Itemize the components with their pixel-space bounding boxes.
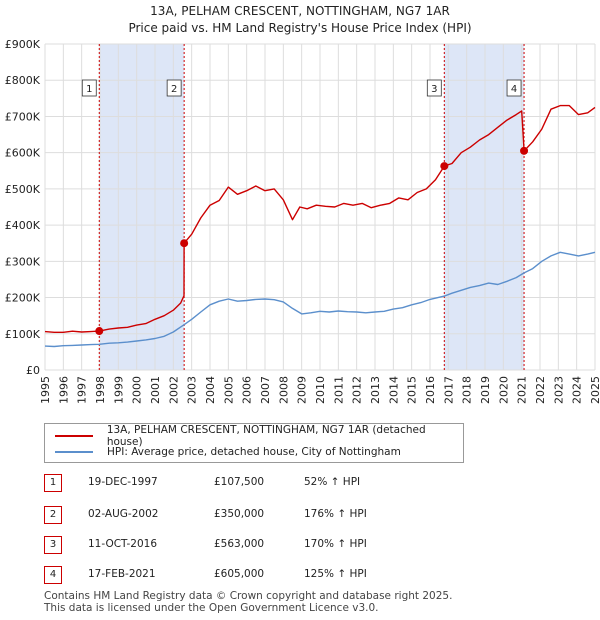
property-price-line bbox=[44, 104, 596, 333]
legend-item-property: 13A, PELHAM CRESCENT, NOTTINGHAM, NG7 1A… bbox=[55, 424, 463, 448]
y-tick-label: £0 bbox=[26, 364, 40, 377]
sale-number-label: 2 bbox=[171, 84, 177, 95]
sale-price: £350,000 bbox=[214, 508, 265, 520]
sale-number-badge: 4 bbox=[44, 566, 62, 584]
x-tick-label: 2019 bbox=[479, 376, 492, 404]
y-tick-label: £100K bbox=[5, 328, 41, 341]
x-tick-label: 2012 bbox=[351, 376, 364, 404]
sale-date: 19-DEC-1997 bbox=[88, 476, 158, 488]
sale-hpi-change: 52% ↑ HPI bbox=[304, 476, 361, 488]
x-tick-label: 2013 bbox=[369, 376, 382, 404]
x-tick-label: 2011 bbox=[332, 376, 345, 404]
y-tick-label: £800K bbox=[5, 74, 41, 87]
sale-point bbox=[180, 239, 189, 248]
sale-number-box bbox=[506, 79, 522, 97]
x-tick-label: 2010 bbox=[314, 376, 327, 404]
sale-date: 02-AUG-2002 bbox=[88, 508, 159, 520]
x-tick-label: 2007 bbox=[259, 376, 272, 404]
y-tick-label: £300K bbox=[5, 255, 41, 268]
x-tick-label: 1996 bbox=[57, 376, 70, 404]
sale-row: 1 19-DEC-1997 £107,500 52% ↑ HPI bbox=[44, 474, 464, 492]
sale-point bbox=[95, 327, 104, 336]
y-tick-label: £500K bbox=[5, 183, 41, 196]
x-tick-label: 2002 bbox=[167, 376, 180, 404]
sale-number-badge: 2 bbox=[44, 506, 62, 524]
sale-date: 11-OCT-2016 bbox=[88, 538, 157, 550]
x-tick-label: 2006 bbox=[241, 376, 254, 404]
sale-number-label: 4 bbox=[511, 84, 517, 95]
x-tick-label: 2001 bbox=[149, 376, 162, 404]
ownership-shade bbox=[99, 44, 185, 370]
x-tick-label: 2004 bbox=[204, 376, 217, 404]
x-tick-label: 1999 bbox=[112, 376, 125, 404]
sale-number-box bbox=[426, 79, 442, 97]
x-tick-label: 2005 bbox=[222, 376, 235, 404]
y-tick-label: £600K bbox=[5, 147, 41, 160]
sale-price: £563,000 bbox=[214, 538, 265, 550]
sale-date: 17-FEB-2021 bbox=[88, 568, 156, 580]
x-tick-label: 2014 bbox=[387, 376, 400, 404]
x-tick-label: 1997 bbox=[76, 376, 89, 404]
footer-copyright: Contains HM Land Registry data © Crown c… bbox=[44, 590, 453, 602]
x-tick-label: 2008 bbox=[277, 376, 290, 404]
x-tick-label: 1998 bbox=[94, 376, 107, 404]
ownership-shade bbox=[444, 44, 525, 370]
x-tick-label: 2015 bbox=[406, 376, 419, 404]
y-tick-label: £400K bbox=[5, 219, 41, 232]
sale-number-badge: 1 bbox=[44, 474, 62, 492]
sale-price: £107,500 bbox=[214, 476, 265, 488]
x-tick-label: 2003 bbox=[186, 376, 199, 404]
legend-label-hpi: HPI: Average price, detached house, City… bbox=[107, 446, 401, 458]
legend-item-hpi: HPI: Average price, detached house, City… bbox=[55, 444, 401, 460]
x-tick-label: 2020 bbox=[497, 376, 510, 404]
x-tick-label: 2009 bbox=[296, 376, 309, 404]
sale-hpi-change: 170% ↑ HPI bbox=[304, 538, 367, 550]
y-tick-label: £700K bbox=[5, 110, 41, 123]
sale-number-box bbox=[81, 79, 97, 97]
x-tick-label: 2024 bbox=[571, 376, 584, 404]
x-tick-label: 2018 bbox=[461, 376, 474, 404]
legend-swatch-hpi bbox=[55, 451, 93, 453]
sale-number-box bbox=[166, 79, 182, 97]
x-tick-label: 1995 bbox=[39, 376, 52, 404]
x-tick-label: 2016 bbox=[424, 376, 437, 404]
sale-point bbox=[440, 162, 449, 171]
y-tick-label: £900K bbox=[5, 38, 41, 51]
sale-hpi-change: 125% ↑ HPI bbox=[304, 568, 367, 580]
x-tick-label: 2025 bbox=[589, 376, 600, 404]
x-tick-label: 2017 bbox=[442, 376, 455, 404]
sale-hpi-change: 176% ↑ HPI bbox=[304, 508, 367, 520]
x-tick-label: 2022 bbox=[534, 376, 547, 404]
hpi-line bbox=[44, 251, 596, 348]
sale-row: 4 17-FEB-2021 £605,000 125% ↑ HPI bbox=[44, 566, 464, 584]
sale-number-label: 3 bbox=[431, 84, 437, 95]
sale-row: 2 02-AUG-2002 £350,000 176% ↑ HPI bbox=[44, 506, 464, 524]
chart-subtitle: Price paid vs. HM Land Registry's House … bbox=[128, 21, 471, 35]
y-tick-label: £200K bbox=[5, 292, 41, 305]
sale-row: 3 11-OCT-2016 £563,000 170% ↑ HPI bbox=[44, 536, 464, 554]
price-chart: 13A, PELHAM CRESCENT, NOTTINGHAM, NG7 1A… bbox=[5, 4, 600, 404]
sale-number-label: 1 bbox=[86, 84, 92, 95]
legend-swatch-property bbox=[55, 435, 93, 437]
sale-number-badge: 3 bbox=[44, 536, 62, 554]
legend: 13A, PELHAM CRESCENT, NOTTINGHAM, NG7 1A… bbox=[44, 423, 464, 463]
x-tick-label: 2023 bbox=[552, 376, 565, 404]
chart-title: 13A, PELHAM CRESCENT, NOTTINGHAM, NG7 1A… bbox=[150, 4, 450, 18]
x-tick-label: 2021 bbox=[516, 376, 529, 404]
x-tick-label: 2000 bbox=[131, 376, 144, 404]
legend-label-property: 13A, PELHAM CRESCENT, NOTTINGHAM, NG7 1A… bbox=[106, 424, 426, 448]
footer: Contains HM Land Registry data © Crown c… bbox=[44, 590, 452, 614]
footer-licence: This data is licensed under the Open Gov… bbox=[44, 602, 379, 614]
sale-point bbox=[520, 146, 529, 155]
sale-price: £605,000 bbox=[214, 568, 265, 580]
